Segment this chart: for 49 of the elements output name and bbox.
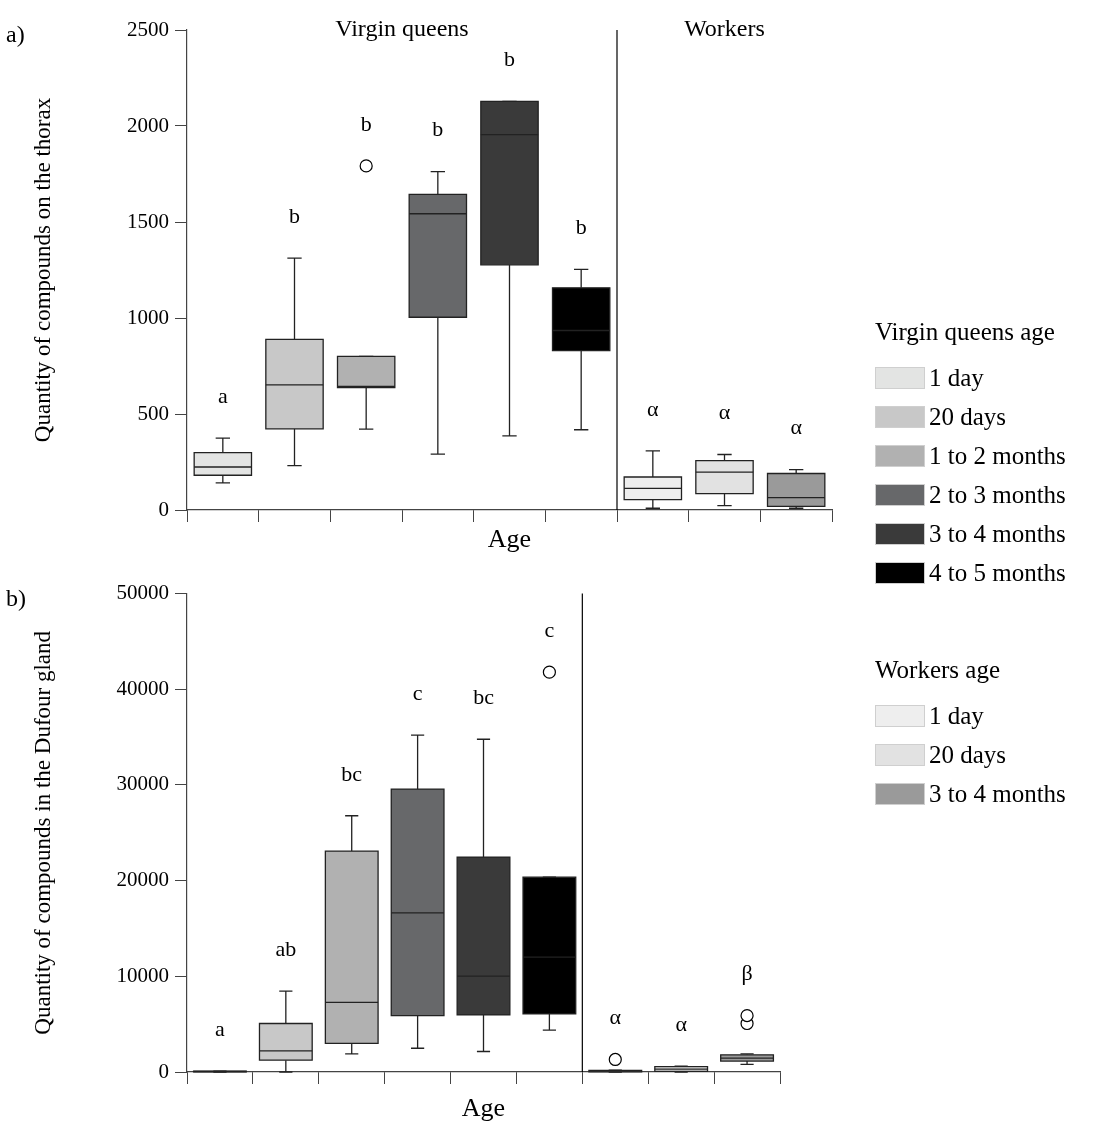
y-axis-title: Quantity of compounds on the thorax <box>29 97 55 443</box>
legend-label: 2 to 3 months <box>929 480 1066 509</box>
annotation: b <box>289 202 300 228</box>
y-tick-label: 2000 <box>127 112 169 137</box>
annotation: b <box>432 116 444 142</box>
y-tick-label: 2500 <box>127 16 169 41</box>
y-tick-label: 0 <box>158 1058 169 1083</box>
chart-title: b) <box>6 584 26 611</box>
legend-label: 3 to 4 months <box>929 519 1066 548</box>
chart-title: a) <box>6 21 25 48</box>
legend-label: 3 to 4 months <box>929 779 1066 808</box>
y-tick-label: 1500 <box>127 208 169 233</box>
annotation: b <box>504 46 515 72</box>
y-tick-label: 10000 <box>116 962 169 987</box>
annotation: α <box>675 1011 688 1037</box>
annotation: α <box>609 1004 622 1030</box>
annotation: b <box>360 110 372 136</box>
annotation: Workers <box>684 15 765 42</box>
annotation: a <box>217 382 228 408</box>
annotation: α <box>790 414 803 440</box>
y-tick-label: 30000 <box>116 771 169 796</box>
x-axis-title: Age <box>461 1093 506 1123</box>
y-tick-label: 50000 <box>116 580 169 605</box>
legend-label: 20 days <box>929 402 1007 431</box>
legend-label: 4 to 5 months <box>929 558 1066 587</box>
annotation: α <box>647 395 660 421</box>
annotation: a <box>215 1015 226 1041</box>
legend-label: 1 day <box>929 701 984 730</box>
y-tick-label: 1000 <box>127 304 169 329</box>
annotation: c <box>544 616 555 642</box>
y-tick-label: 20000 <box>116 867 169 892</box>
x-axis-title: Age <box>487 524 532 554</box>
annotation: Virgin queens <box>335 15 469 42</box>
annotation: bc <box>341 760 363 786</box>
annotation: β <box>741 960 753 986</box>
legend-title: Virgin queens age <box>875 318 1056 347</box>
annotation: α <box>718 399 731 425</box>
annotation: bc <box>473 684 495 710</box>
annotation: ab <box>275 935 297 961</box>
legend-label: 1 day <box>929 363 984 392</box>
legend-label: 20 days <box>929 740 1007 769</box>
annotation: b <box>575 214 587 240</box>
legend-label: 1 to 2 months <box>929 441 1066 470</box>
y-tick-label: 0 <box>158 496 169 521</box>
y-tick-label: 500 <box>137 400 169 425</box>
text: Workers age <box>875 656 1001 685</box>
y-axis-title: Quantity of compounds in the Dufour gland <box>29 630 55 1035</box>
y-tick-label: 40000 <box>116 675 169 700</box>
annotation: c <box>412 679 423 705</box>
